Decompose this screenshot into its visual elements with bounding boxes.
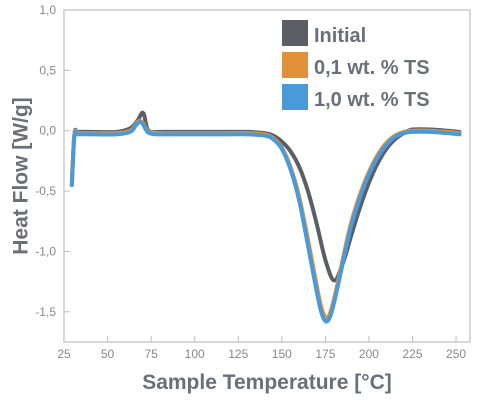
x-tick-label: 250 xyxy=(446,347,466,361)
y-tick-label: 1,0 xyxy=(39,3,56,17)
series-line-3 xyxy=(69,120,462,324)
x-tick-label: 225 xyxy=(402,347,422,361)
y-tick-label: 0,0 xyxy=(39,124,56,138)
x-axis-title: Sample Temperature [°C] xyxy=(142,371,392,394)
legend-swatch xyxy=(282,52,308,78)
y-tick-label: -1,0 xyxy=(35,244,56,258)
x-tick-label: 100 xyxy=(185,347,205,361)
series-line-2 xyxy=(69,118,462,320)
y-tick-label: -0,5 xyxy=(35,184,56,198)
x-tick-label: 150 xyxy=(272,347,292,361)
legend-label: Initial xyxy=(314,25,366,47)
legend-swatch xyxy=(282,20,308,46)
legend-swatch xyxy=(282,84,308,110)
ticks-layer: 25 50 75 100 125 150 175 200 225 250 1,0 0,5 0,0 -0,5… xyxy=(35,3,466,361)
plot-frame xyxy=(63,9,471,343)
x-tick-label: 200 xyxy=(359,347,379,361)
legend-label: 0,1 wt. % TS xyxy=(314,57,430,79)
series-layer xyxy=(69,110,462,324)
x-tick-label: 50 xyxy=(101,347,115,361)
plot-frame-layer xyxy=(63,9,471,343)
x-tick-label: 25 xyxy=(57,347,71,361)
legend: Initial 0,1 wt. % TS 1,0 wt. % TS xyxy=(282,20,430,111)
x-tick-label: 125 xyxy=(228,347,248,361)
y-axis-title: Heat Flow [W/g] xyxy=(10,97,33,254)
y-tick-label: -1,5 xyxy=(35,305,56,319)
legend-label: 1,0 wt. % TS xyxy=(314,89,430,111)
x-tick-label: 75 xyxy=(144,347,158,361)
y-tick-label: 0,5 xyxy=(39,63,56,77)
x-tick-label: 175 xyxy=(315,347,335,361)
